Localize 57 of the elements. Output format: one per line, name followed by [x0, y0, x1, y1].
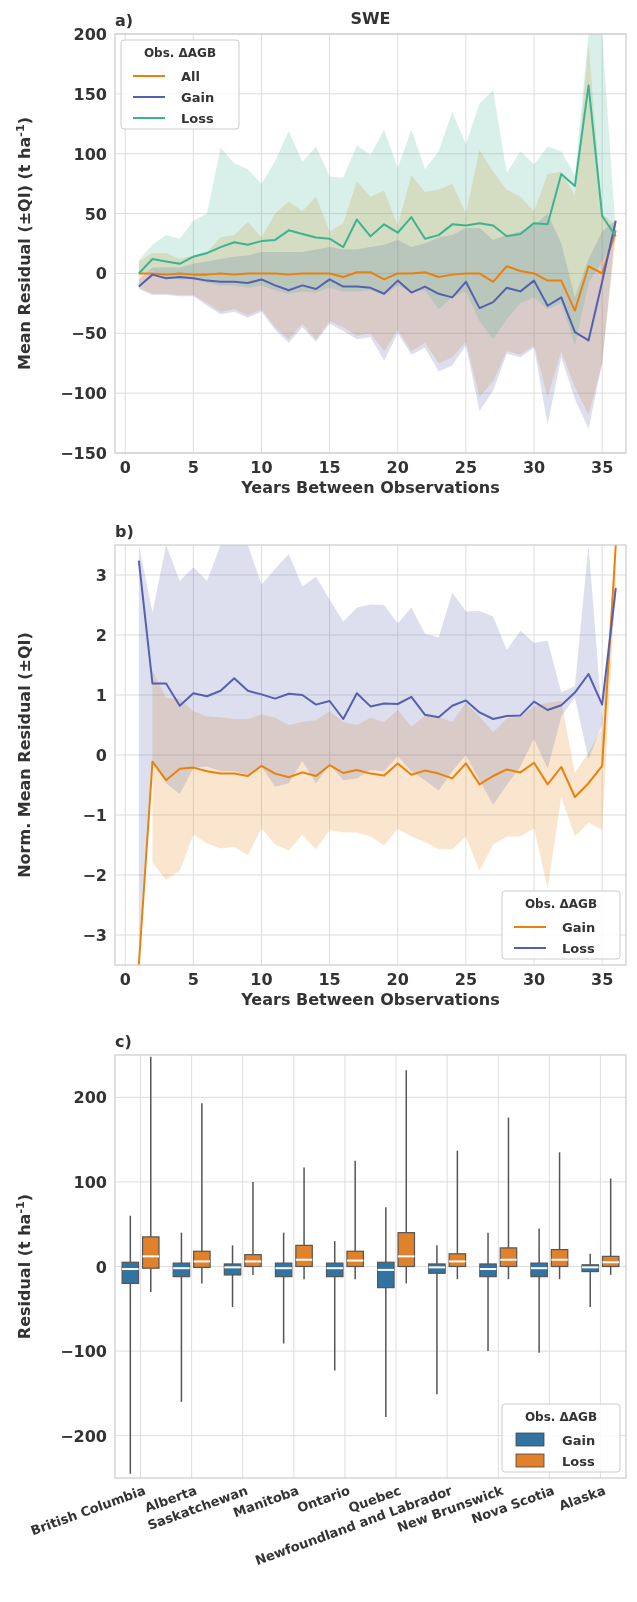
chart-title: SWE — [350, 9, 391, 28]
y-tick-label: 0 — [95, 264, 107, 284]
x-tick-label: 15 — [318, 458, 341, 477]
legend-label: Loss — [181, 111, 214, 126]
y-tick-label: −3 — [82, 926, 107, 945]
text: c) — [115, 1032, 132, 1051]
x-tick-label: 10 — [250, 970, 273, 989]
x-tick-label: 20 — [386, 458, 409, 477]
y-tick-label: 100 — [73, 144, 107, 164]
y-tick-label: 1 — [95, 686, 107, 705]
x-tick-label: 10 — [250, 458, 273, 477]
x-tick-label: 0 — [119, 458, 131, 477]
y-tick-label: −100 — [60, 1342, 107, 1362]
x-tick-label: 35 — [591, 458, 614, 477]
legend-label: Loss — [562, 1454, 595, 1469]
legend-title: Obs. ΔAGB — [143, 46, 217, 60]
legend-label: All — [181, 69, 200, 84]
y-tick-label: 150 — [73, 84, 107, 104]
y-tick-label: 200 — [73, 1088, 107, 1108]
y-tick-label: 0 — [95, 1257, 107, 1277]
y-tick-label: −50 — [71, 324, 107, 344]
y-tick-label: 100 — [73, 1172, 107, 1192]
legend-title: Obs. ΔAGB — [524, 897, 598, 911]
line-series — [137, 229, 617, 312]
line-series — [137, 559, 617, 720]
x-tick-label: 0 — [119, 970, 131, 989]
x-tick-label: 15 — [318, 970, 341, 989]
legend-label: Gain — [562, 1433, 596, 1448]
text: a) — [115, 11, 134, 30]
x-tick-label: 5 — [187, 970, 199, 989]
legend-label: Gain — [181, 90, 215, 105]
line-series — [137, 84, 617, 275]
y-tick-label: −2 — [82, 866, 107, 885]
x-tick-label: 35 — [591, 970, 614, 989]
x-tick-label: 5 — [187, 458, 199, 477]
legend-title: Obs. ΔAGB — [524, 1410, 598, 1424]
text: b) — [115, 522, 134, 541]
y-tick-label: 0 — [95, 746, 107, 765]
x-tick-label: 25 — [454, 970, 478, 989]
line-series — [137, 219, 617, 342]
legend-label: Gain — [562, 920, 596, 935]
y-axis-title: Norm. Mean Residual (±QI) — [15, 632, 34, 878]
y-tick-label: −200 — [60, 1426, 107, 1446]
x-tick-label: 25 — [454, 458, 478, 477]
y-tick-label: −150 — [60, 444, 107, 463]
legend-label: Loss — [562, 941, 595, 956]
y-tick-label: 200 — [73, 25, 107, 44]
y-tick-label: 50 — [84, 204, 107, 224]
y-tick-label: 2 — [95, 626, 107, 645]
x-tick-label: 30 — [522, 458, 546, 477]
x-tick-label: 30 — [522, 970, 546, 989]
y-tick-label: 3 — [95, 566, 107, 585]
x-tick-label: 20 — [386, 970, 409, 989]
y-tick-label: −1 — [82, 806, 107, 825]
y-tick-label: −100 — [60, 384, 107, 404]
x-axis-title: Years Between Observations — [240, 478, 500, 497]
x-axis-title: Years Between Observations — [240, 990, 500, 1009]
